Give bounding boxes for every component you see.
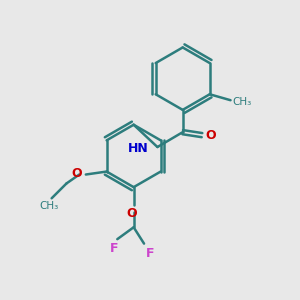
Text: O: O <box>127 207 137 220</box>
Text: F: F <box>110 242 118 255</box>
Text: HN: HN <box>128 142 148 155</box>
Text: CH₃: CH₃ <box>232 97 251 107</box>
Text: CH₃: CH₃ <box>40 201 59 211</box>
Text: F: F <box>146 247 154 260</box>
Text: O: O <box>72 167 82 179</box>
Text: O: O <box>206 129 216 142</box>
